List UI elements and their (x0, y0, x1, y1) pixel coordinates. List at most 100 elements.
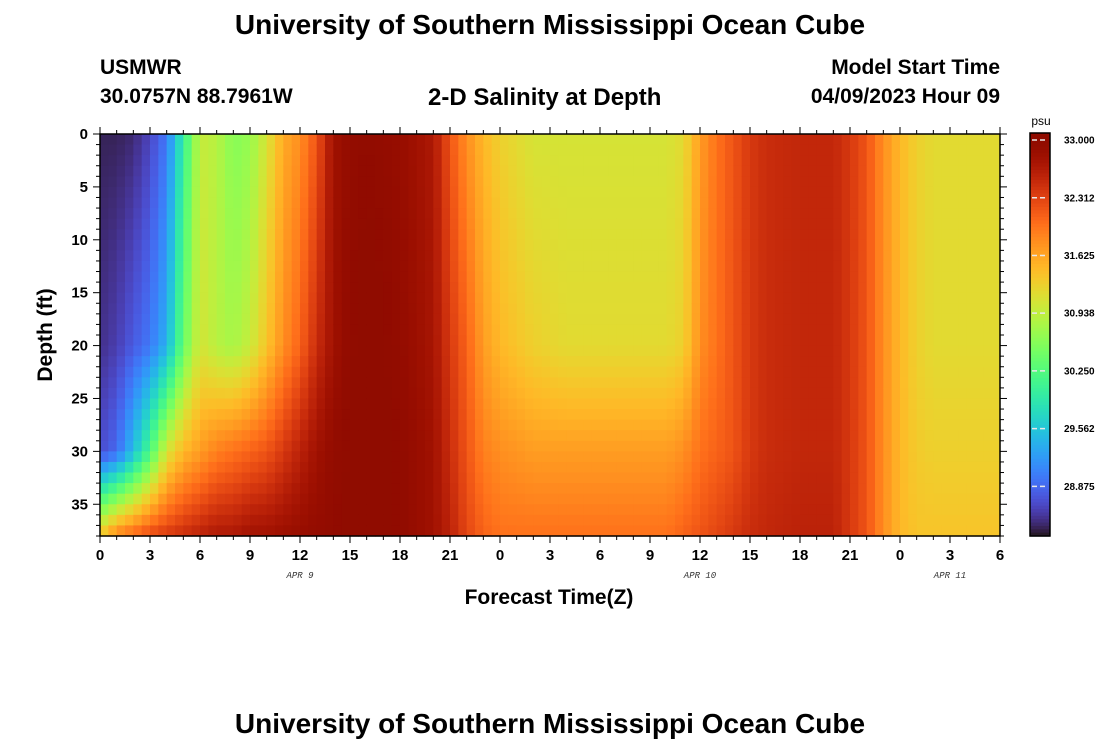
heatmap-cell (633, 483, 643, 495)
heatmap-cell (683, 208, 693, 220)
heatmap-cell (975, 419, 984, 431)
heatmap-cell (700, 493, 709, 505)
heatmap-cell (116, 451, 126, 463)
heatmap-cell (241, 144, 251, 156)
heatmap-cell (766, 504, 776, 516)
heatmap-cell (833, 504, 843, 516)
heatmap-cell (700, 419, 709, 431)
heatmap-cell (733, 398, 743, 410)
heatmap-cell (875, 197, 884, 209)
heatmap-cell (808, 483, 818, 495)
heatmap-cell (483, 377, 493, 389)
colorbar-band (1030, 448, 1050, 453)
heatmap-cell (358, 451, 368, 463)
heatmap-cell (500, 239, 509, 251)
heatmap-cell (625, 313, 634, 326)
heatmap-cell (733, 451, 743, 463)
heatmap-cell (583, 514, 593, 527)
heatmap-cell (583, 271, 593, 283)
heatmap-cell (975, 356, 984, 368)
heatmap-cell (341, 514, 351, 527)
heatmap-cell (991, 134, 1001, 146)
heatmap-cell (358, 504, 368, 516)
heatmap-cell (191, 292, 201, 304)
heatmap-cell (541, 409, 551, 421)
heatmap-cell (400, 134, 409, 146)
heatmap-cell (725, 303, 734, 315)
colorbar-band (1030, 220, 1050, 225)
heatmap-cell (958, 345, 968, 357)
heatmap-cell (850, 345, 859, 357)
heatmap-cell (433, 239, 443, 251)
heatmap-cell (800, 218, 809, 230)
heatmap-cell (525, 504, 534, 516)
heatmap-cell (591, 282, 601, 294)
heatmap-cell (108, 483, 118, 495)
heatmap-cell (433, 134, 443, 146)
heatmap-cell (166, 525, 176, 537)
heatmap-cell (158, 134, 168, 146)
heatmap-cell (891, 493, 901, 505)
heatmap-cell (466, 134, 476, 146)
heatmap-cell (958, 514, 968, 527)
heatmap-cell (400, 419, 409, 431)
heatmap-cell (550, 366, 559, 378)
heatmap-cell (333, 440, 343, 452)
heatmap-cell (858, 313, 868, 326)
heatmap-cell (758, 260, 768, 273)
heatmap-cell (525, 430, 534, 442)
heatmap-cell (291, 144, 301, 156)
heatmap-cell (775, 208, 784, 220)
heatmap-cell (716, 461, 726, 474)
heatmap-cell (441, 165, 451, 177)
heatmap-cell (550, 409, 559, 421)
heatmap-cell (825, 282, 834, 294)
heatmap-cell (558, 356, 568, 368)
heatmap-cell (458, 461, 468, 474)
heatmap-cell (900, 250, 909, 262)
heatmap-cell (291, 155, 301, 167)
heatmap-cell (116, 472, 126, 484)
heatmap-cell (908, 208, 918, 220)
heatmap-cell (150, 134, 159, 146)
heatmap-cell (316, 134, 326, 146)
heatmap-cell (775, 356, 784, 368)
heatmap-cell (600, 398, 609, 410)
heatmap-cell (708, 324, 718, 336)
heatmap-cell (750, 440, 759, 452)
heatmap-cell (608, 260, 618, 273)
heatmap-cell (700, 176, 709, 188)
heatmap-cell (425, 440, 434, 452)
heatmap-cell (908, 197, 918, 209)
heatmap-cell (458, 504, 468, 516)
heatmap-cell (491, 186, 501, 199)
heatmap-cell (483, 208, 493, 220)
heatmap-cell (933, 176, 943, 188)
heatmap-cell (708, 260, 718, 273)
heatmap-cell (975, 165, 984, 177)
heatmap-cell (683, 451, 693, 463)
heatmap-cell (883, 483, 893, 495)
heatmap-cell (900, 472, 909, 484)
heatmap-cell (375, 493, 384, 505)
heatmap-cell (366, 398, 376, 410)
heatmap-cell (383, 366, 393, 378)
heatmap-cell (116, 366, 126, 378)
heatmap-cell (616, 292, 626, 304)
heatmap-cell (875, 366, 884, 378)
heatmap-cell (333, 430, 343, 442)
heatmap-cell (933, 440, 943, 452)
heatmap-cell (916, 461, 926, 474)
heatmap-cell (541, 472, 551, 484)
heatmap-cell (500, 208, 509, 220)
heatmap-cell (716, 525, 726, 537)
heatmap-cell (983, 260, 993, 273)
x-tick-label: 3 (546, 547, 554, 564)
heatmap-cell (366, 155, 376, 167)
heatmap-cell (416, 208, 426, 220)
heatmap-cell (333, 335, 343, 347)
heatmap-cell (125, 197, 134, 209)
heatmap-cell (758, 271, 768, 283)
heatmap-cell (916, 525, 926, 537)
heatmap-cell (150, 525, 159, 537)
